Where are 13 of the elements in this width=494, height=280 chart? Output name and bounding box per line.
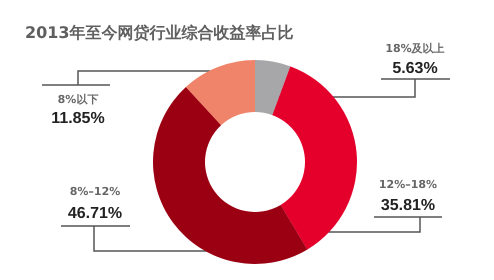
data-label: 35.81% <box>380 197 436 214</box>
slice-label: 18%及以上 <box>385 42 445 55</box>
data-label: 46.71% <box>68 205 122 222</box>
data-label: 5.63% <box>392 60 438 77</box>
donut-slice <box>186 60 255 126</box>
donut-slice <box>272 66 357 250</box>
donut-slice <box>255 60 290 116</box>
donut-slice <box>153 86 308 264</box>
slice-label: 8%–12% <box>70 185 120 198</box>
slice-label: 12%–18% <box>378 178 438 191</box>
slice-label: 8%以下 <box>58 93 98 106</box>
chart-title: 2013年至今网贷行业综合收益率占比 <box>25 23 294 42</box>
data-label: 11.85% <box>51 110 105 127</box>
